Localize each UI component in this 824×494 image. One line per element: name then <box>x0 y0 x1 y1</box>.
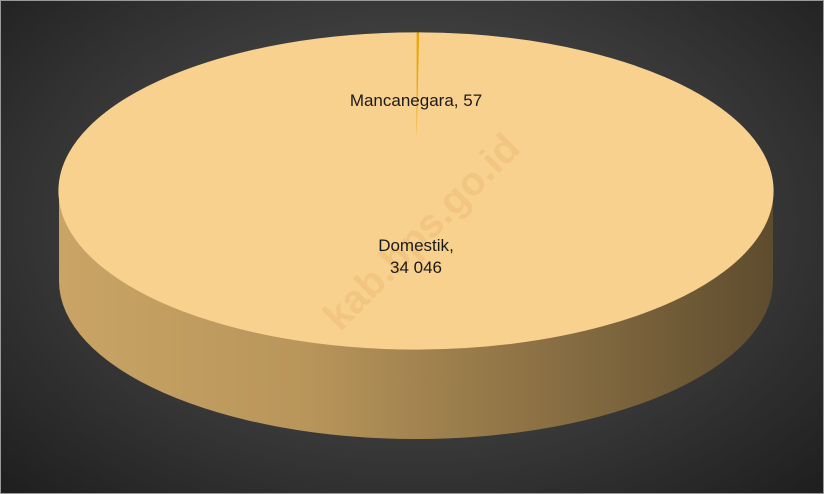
label-category: Mancanegara <box>350 91 459 110</box>
pie-side <box>59 191 773 439</box>
label-category: Domestik <box>378 236 454 255</box>
data-label: Mancanegara 57 <box>350 90 482 112</box>
pie-slice <box>58 32 774 350</box>
label-value: 57 <box>463 91 483 110</box>
data-label: Domestik 34 046 <box>378 235 454 279</box>
label-value: 34 046 <box>390 258 442 277</box>
